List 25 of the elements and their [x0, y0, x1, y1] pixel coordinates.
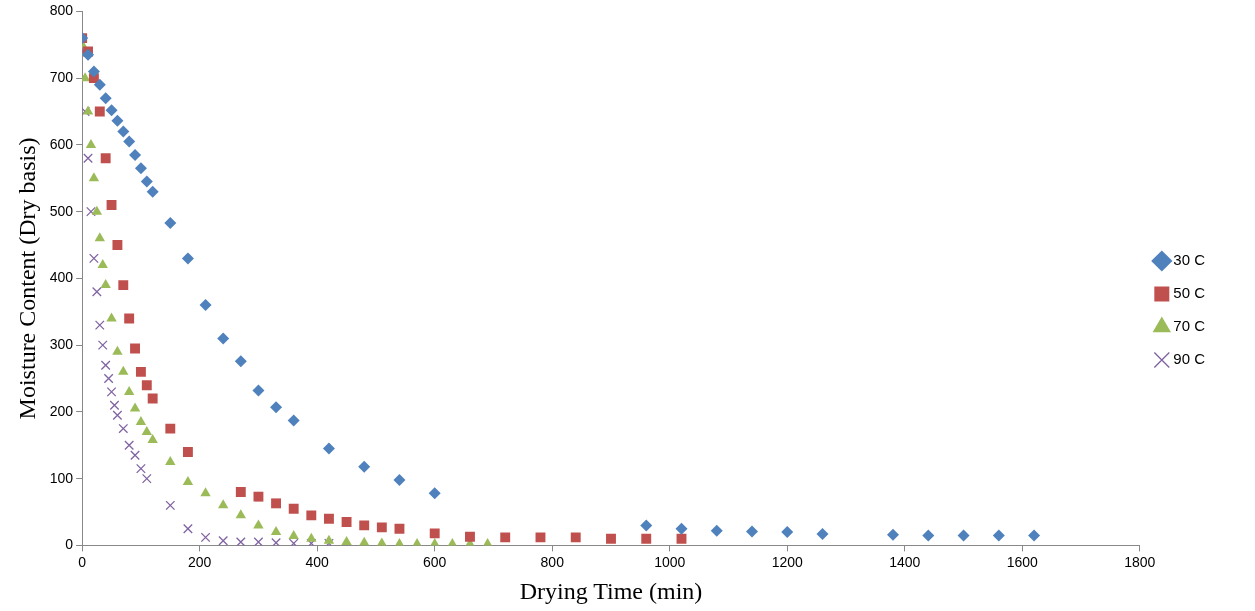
y-axis-title: Moisture Content (Dry basis) — [13, 137, 40, 420]
x-tick-label: 1600 — [1006, 553, 1039, 570]
y-tick-label: 600 — [49, 135, 74, 152]
y-tick-label: 0 — [65, 536, 74, 553]
x-tick-label: 1800 — [1124, 553, 1156, 570]
x-tick-label: 800 — [540, 553, 565, 570]
y-tick-label: 700 — [49, 69, 74, 86]
x-tick-label: 0 — [78, 553, 87, 570]
y-tick-label: 500 — [49, 202, 74, 219]
x-tick-label: 1400 — [889, 553, 921, 570]
y-tick-label: 300 — [49, 336, 74, 353]
x-tick-label: 1200 — [771, 553, 804, 570]
legend-label: 50 C — [1173, 284, 1206, 302]
y-tick-label: 200 — [49, 402, 74, 419]
x-tick-label: 600 — [423, 553, 447, 570]
x-tick-label: 400 — [305, 553, 330, 570]
x-tick-label: 1000 — [654, 553, 686, 570]
y-tick-label: 100 — [49, 469, 74, 486]
legend-label: 70 C — [1173, 317, 1206, 335]
legend-label: 30 C — [1173, 251, 1206, 269]
x-axis-title: Drying Time (min) — [519, 577, 703, 604]
legend-label: 90 C — [1173, 350, 1206, 368]
y-tick-label: 800 — [49, 2, 74, 19]
x-tick-label: 200 — [188, 553, 212, 570]
y-tick-label: 400 — [49, 269, 74, 286]
